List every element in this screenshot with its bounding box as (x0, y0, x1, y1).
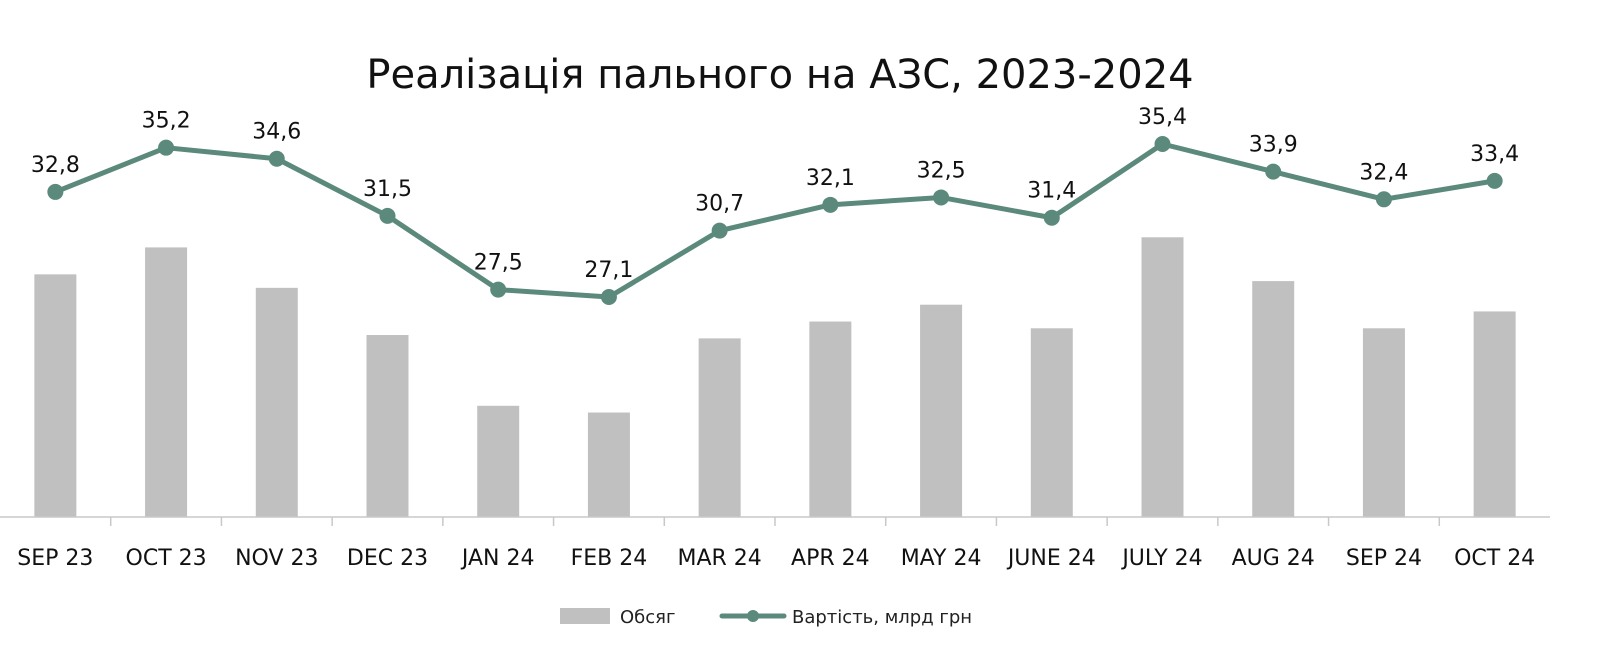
line-point-13 (1486, 172, 1503, 189)
data-label-13: 33,4 (1470, 142, 1519, 167)
data-label-12: 32,4 (1359, 160, 1408, 185)
chart-title: Реалізація пального на АЗС, 2023-2024 (366, 52, 1193, 98)
bar-0 (34, 274, 77, 517)
line-point-9 (1043, 209, 1060, 226)
bars-layer (34, 237, 1516, 518)
x-tick-label-3: DEC 23 (347, 546, 428, 571)
x-tick-label-8: MAY 24 (901, 546, 982, 571)
data-label-6: 30,7 (695, 192, 744, 217)
bar-3 (366, 335, 409, 517)
x-tick-label-4: JAN 24 (460, 546, 535, 571)
line-point-4 (490, 281, 507, 298)
bar-12 (1362, 328, 1405, 517)
x-tick-label-9: JUNE 24 (1006, 546, 1096, 571)
bar-8 (920, 304, 963, 517)
line-point-5 (600, 289, 617, 305)
x-tick-label-13: OCT 24 (1454, 546, 1535, 571)
points-layer (47, 136, 1503, 305)
line-point-8 (933, 189, 950, 206)
bar-11 (1252, 281, 1295, 517)
x-tick-label-0: SEP 23 (17, 546, 93, 571)
x-tick-label-7: APR 24 (791, 546, 870, 571)
bar-4 (477, 405, 520, 517)
x-tick-label-2: NOV 23 (235, 546, 318, 571)
line-point-10 (1154, 136, 1171, 152)
legend: Обсяг Вартість, млрд грн (560, 607, 972, 628)
line-point-12 (1375, 191, 1392, 208)
bar-2 (255, 287, 298, 517)
bar-10 (1141, 237, 1184, 518)
x-tick-label-12: SEP 24 (1346, 546, 1422, 571)
bar-9 (1030, 328, 1073, 517)
x-tick-label-11: AUG 24 (1232, 546, 1315, 571)
line-point-2 (268, 150, 285, 167)
legend-bar-swatch (560, 608, 610, 624)
data-label-3: 31,5 (363, 177, 412, 202)
bar-13 (1473, 311, 1516, 517)
series-line (52, 141, 1498, 300)
data-label-2: 34,6 (252, 120, 301, 145)
data-label-10: 35,4 (1138, 105, 1187, 130)
x-axis-labels: SEP 23 OCT 23 NOV 23 DEC 23 JAN 24 FEB 24 MAR … (17, 546, 1535, 571)
line-layer (52, 141, 1498, 300)
x-tick-label-10: JULY 24 (1120, 546, 1202, 571)
data-label-7: 32,1 (806, 166, 855, 191)
data-label-11: 33,9 (1249, 133, 1298, 158)
line-point-11 (1265, 163, 1282, 180)
line-point-6 (711, 222, 728, 239)
x-tick-label-5: FEB 24 (571, 546, 648, 571)
bar-6 (698, 338, 741, 517)
line-point-3 (379, 207, 396, 224)
x-tick-label-1: OCT 23 (126, 546, 207, 571)
data-labels-layer: 32,8 35,2 34,6 31,5 27,5 27,1 30,7 32,1 32,5 31,4… (31, 105, 1519, 283)
legend-bar-label: Обсяг (620, 607, 675, 628)
data-label-0: 32,8 (31, 153, 80, 178)
line-point-1 (158, 139, 175, 156)
data-label-5: 27,1 (584, 258, 633, 283)
data-label-4: 27,5 (474, 251, 523, 276)
bar-5 (587, 412, 630, 517)
line-point-7 (822, 196, 839, 213)
x-axis-ticks (109, 517, 1441, 526)
bar-7 (809, 321, 852, 517)
x-tick-label-6: MAR 24 (677, 546, 761, 571)
data-label-1: 35,2 (142, 109, 191, 134)
data-label-9: 31,4 (1027, 179, 1076, 204)
data-label-8: 32,5 (917, 158, 966, 183)
legend-line-label: Вартість, млрд грн (792, 607, 972, 628)
bar-1 (145, 247, 188, 517)
line-point-0 (47, 183, 64, 200)
legend-line-marker (747, 610, 759, 622)
